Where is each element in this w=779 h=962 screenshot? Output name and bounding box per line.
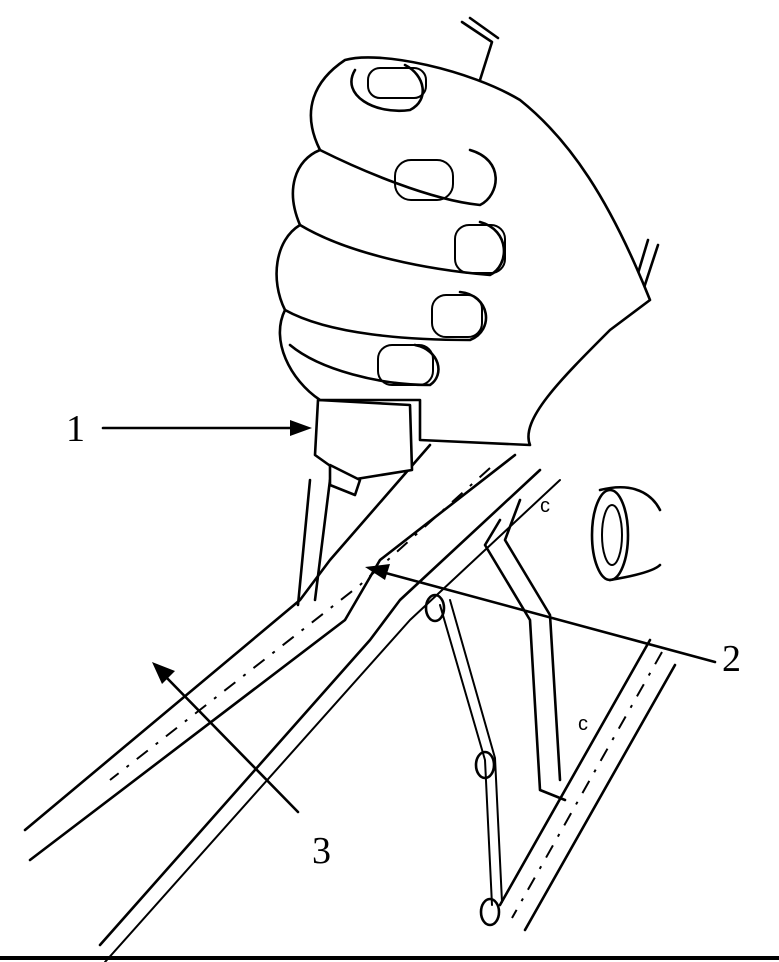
bracket-plate: c c bbox=[483, 495, 588, 802]
callout-label-3: 3 bbox=[312, 830, 331, 872]
callout-2-leader bbox=[380, 570, 717, 664]
callout-arrows bbox=[101, 420, 717, 814]
linkage-rod bbox=[424, 593, 503, 927]
svg-text:c: c bbox=[540, 495, 550, 517]
callout-1-arrowhead bbox=[290, 420, 312, 436]
callout-2-arrowhead bbox=[365, 564, 390, 580]
lower-frame-member bbox=[498, 638, 677, 932]
svg-text:c: c bbox=[578, 713, 588, 735]
hand-illustration bbox=[275, 56, 652, 447]
callout-3-leader bbox=[163, 674, 300, 814]
callout-3-arrowhead bbox=[152, 662, 175, 684]
callout-label-2: 2 bbox=[722, 638, 741, 680]
tube-end bbox=[590, 486, 662, 582]
callout-label-1: 1 bbox=[66, 408, 85, 450]
chisel-tool bbox=[296, 16, 660, 607]
